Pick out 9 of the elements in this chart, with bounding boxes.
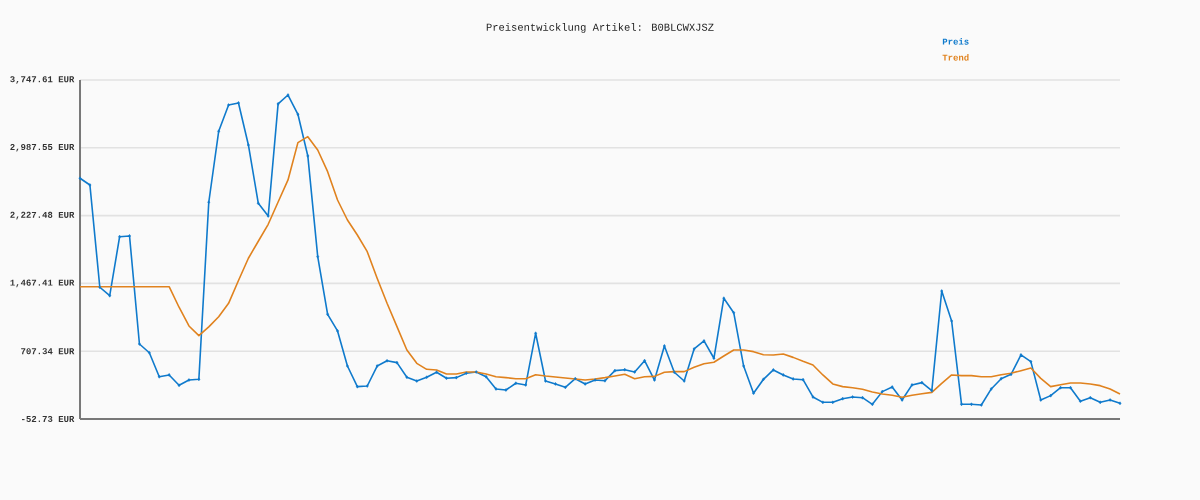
chart-title: Preisentwicklung Artikel: B0BLCWXJSZ <box>486 23 714 33</box>
text: Preis <box>942 38 969 45</box>
y-tick-label: 2,227.48 EUR <box>10 211 75 220</box>
y-tick-label: 707.34 EUR <box>21 348 75 355</box>
y-tick-label: -52.73 EUR <box>21 415 75 423</box>
y-tick-label: 2,987.55 EUR <box>10 143 75 152</box>
text: Trend <box>942 54 969 61</box>
y-tick-label: 1,467.41 EUR <box>10 279 75 288</box>
y-tick-label: 3,747.61 EUR <box>10 76 75 84</box>
